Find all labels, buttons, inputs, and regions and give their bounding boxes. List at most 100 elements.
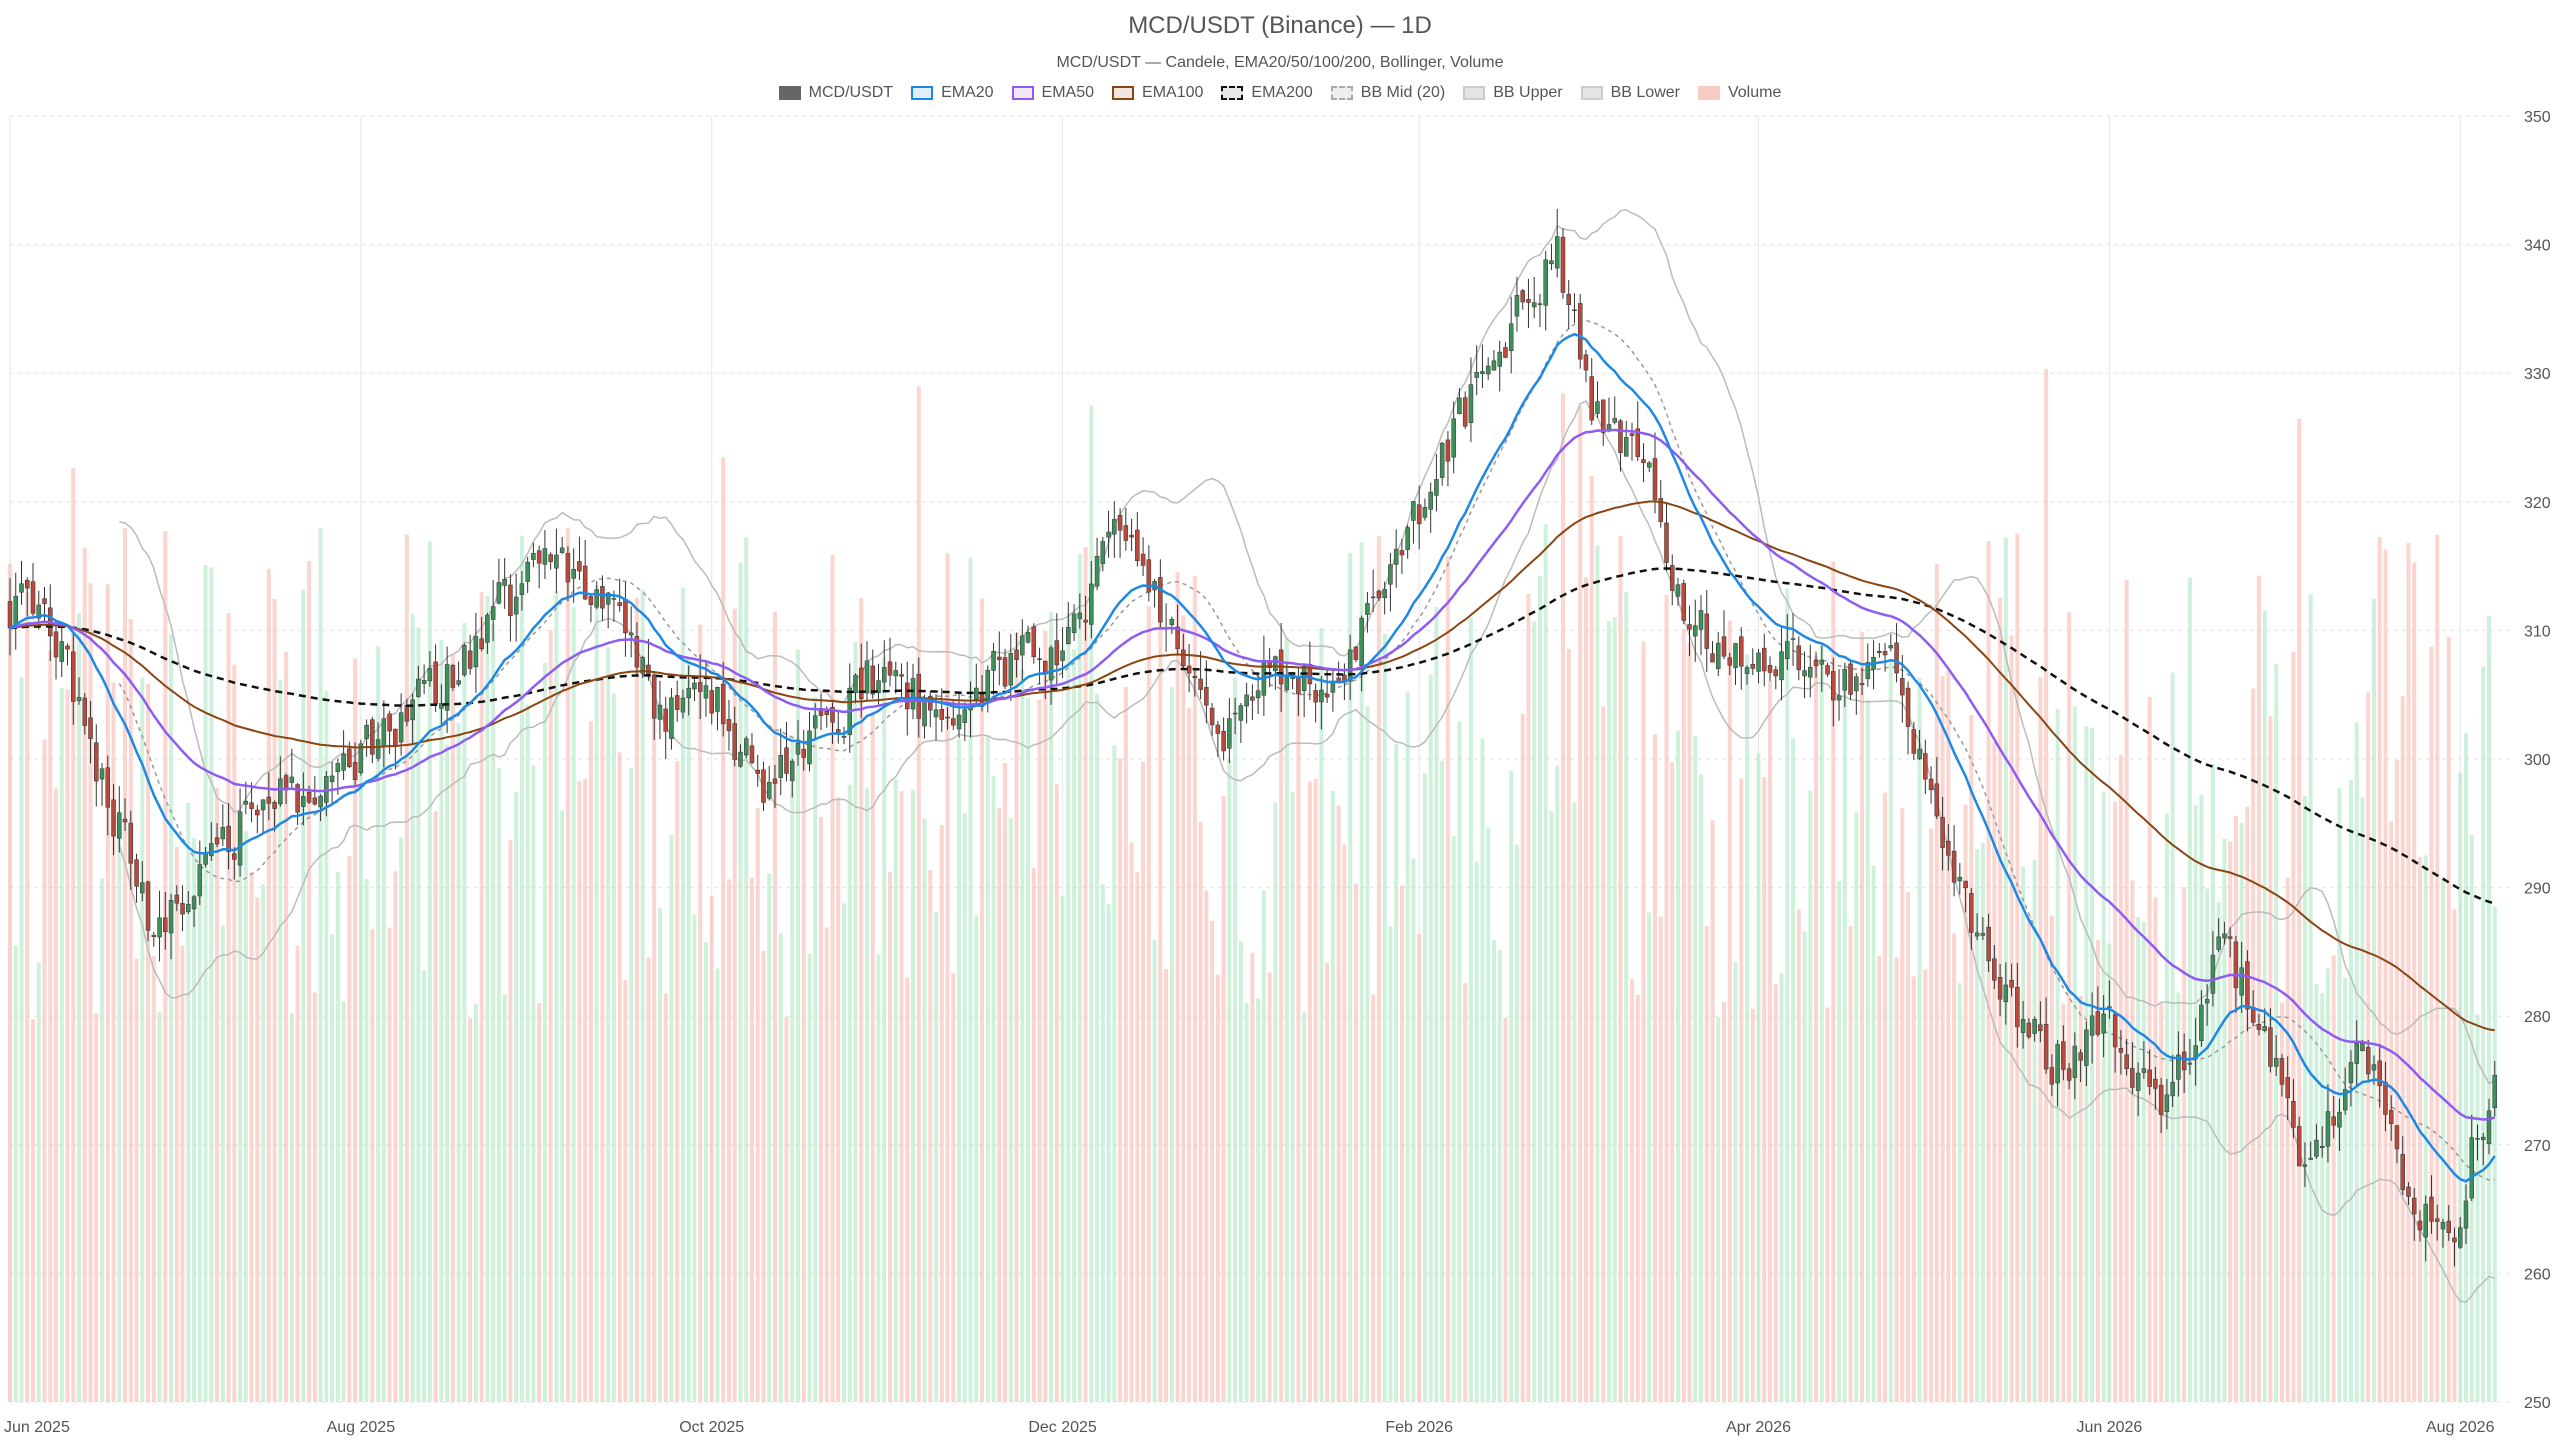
volume-bar [1348,552,1353,1402]
volume-bar [1675,730,1681,1402]
candle-body [1566,293,1571,305]
candle-body [1842,668,1848,691]
volume-bar [1049,611,1054,1402]
volume-bar [410,613,415,1402]
candle-body [2124,1054,2129,1070]
volume-bar [2061,1003,2066,1402]
volume-bar [1578,405,1583,1403]
volume-bar [703,942,708,1402]
volume-bar [1463,983,1468,1402]
candle-body [168,900,174,934]
volume-bar [525,704,530,1402]
legend-item[interactable]: EMA20 [911,84,994,102]
volume-bar [2251,688,2256,1402]
candle-body [1595,401,1600,414]
volume-bar [790,735,795,1402]
candle-body [2101,1013,2106,1034]
candle-body [1054,640,1060,666]
candle-body [2285,1077,2290,1099]
volume-bar [1629,979,1634,1402]
volume-bar [1514,844,1519,1402]
candle-body [1169,618,1175,625]
candle-body [1675,584,1681,597]
volume-bar [1210,920,1215,1402]
volume-bar [289,1013,294,1402]
volume-bar [508,839,513,1402]
candle-body [485,614,490,643]
candle-body [1951,850,1957,883]
candle-body [266,796,272,804]
legend-item[interactable]: Volume [1697,84,1781,102]
legend-item[interactable]: BB Mid (20) [1330,84,1445,102]
legend-item[interactable]: MCD/USDT [778,84,893,102]
x-tick-label: Dec 2025 [1028,1419,1097,1436]
candle-body [951,718,956,726]
volume-bar [1152,939,1157,1402]
legend-swatch [1112,86,1135,100]
volume-bar [1739,778,1744,1402]
volume-bar [186,803,191,1402]
volume-bar [1785,588,1790,1402]
candle-body [1710,653,1715,663]
volume-bar [2274,664,2279,1402]
volume-bar [1606,621,1611,1402]
volume-bar [1382,634,1387,1402]
volume-bar [594,585,599,1402]
candle-body [88,717,93,739]
candle-body [439,703,444,709]
volume-bar [617,752,622,1402]
legend-item[interactable]: BB Lower [1580,84,1680,102]
y-tick-label: 320 [2524,495,2551,512]
candle-body [623,598,628,634]
volume-bar [341,1001,346,1402]
candle-body [2417,1220,2423,1231]
candle-body [82,697,88,726]
candle-body [312,797,318,805]
candle-body [824,710,830,715]
volume-bar [1474,861,1479,1402]
volume-bar [2435,534,2440,1402]
legend-item[interactable]: EMA200 [1221,84,1313,102]
candle-body [720,683,726,725]
candle-body [1238,705,1244,721]
candle-body [1796,645,1802,671]
candle-body [249,802,254,809]
candle-body [841,735,847,738]
candle-body [1474,372,1479,378]
volume-bar [2095,940,2100,1402]
ema20-line [9,332,2496,1183]
candle-body [1894,642,1899,674]
volume-bar [1330,790,1335,1402]
candle-body [1549,260,1554,265]
legend-item[interactable]: EMA50 [1011,84,1094,102]
candle-body [1457,397,1462,414]
candle-body [134,859,139,887]
candle-body [525,561,530,582]
volume-bar [813,696,818,1402]
volume-bar [358,760,363,1402]
candle-body [2038,1024,2043,1031]
volume-bar [2026,915,2031,1402]
candle-body [2434,1218,2440,1222]
candle-body [151,934,157,937]
candle-body [853,674,858,694]
candle-body [1974,932,1980,937]
candle-body [738,751,743,767]
candle-body [1112,519,1117,535]
volume-bar [1722,1002,1727,1402]
legend-item[interactable]: BB Upper [1463,84,1563,102]
candle-body [577,561,582,572]
candle-body [2210,954,2216,994]
candle-body [2308,1157,2313,1160]
volume-bar [1819,645,1824,1402]
volume-bar [2492,906,2497,1402]
candle-body [1020,635,1025,656]
candle-body [2354,1043,2359,1064]
candle-body [163,917,168,933]
legend-item[interactable]: EMA100 [1112,84,1203,102]
candle-body [1514,295,1520,317]
candle-body [2291,1101,2296,1128]
volume-bar [1871,865,1876,1402]
candle-body [2043,1023,2049,1070]
candle-body [1319,689,1324,703]
